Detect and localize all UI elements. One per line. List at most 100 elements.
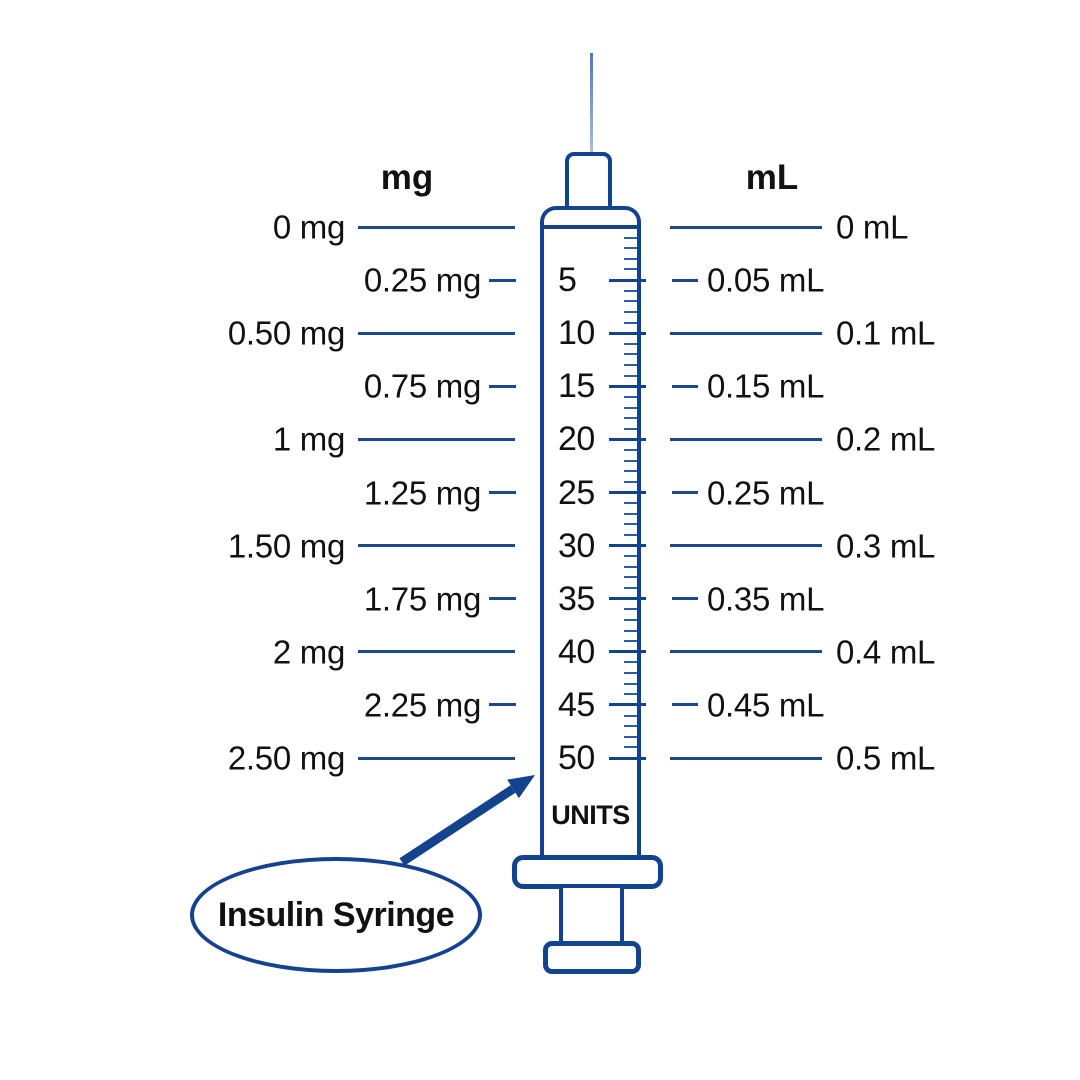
mg-label: 0.75 mg <box>363 367 481 405</box>
mg-label: 2.50 mg <box>227 739 345 777</box>
scale-major-tick <box>609 491 646 494</box>
units-caption: UNITS <box>551 800 630 830</box>
mg-connector-line <box>358 225 515 229</box>
ml-connector-line <box>670 225 822 229</box>
scale-minor-tick <box>624 587 637 590</box>
scale-major-tick <box>609 544 646 548</box>
mg-label: 0 mg <box>272 208 345 246</box>
units-number: 15 <box>558 367 595 406</box>
callout-arrow <box>399 775 535 866</box>
scale-major-tick <box>609 384 646 388</box>
ml-column-header: mL <box>745 158 799 197</box>
scale-minor-tick <box>624 640 637 643</box>
scale-minor-tick <box>624 533 637 536</box>
ml-label: 0.5 mL <box>836 739 936 777</box>
scale-minor-tick <box>624 608 637 611</box>
scale-minor-tick <box>624 364 637 367</box>
ml-label: 0.25 mL <box>707 474 825 511</box>
ml-connector-line <box>670 437 822 441</box>
scale-minor-tick <box>624 406 637 409</box>
mg-connector-line <box>358 331 515 335</box>
scale-minor-tick <box>624 672 637 675</box>
scale-minor-tick <box>624 427 637 430</box>
mg-connector-line <box>358 650 515 654</box>
units-number: 30 <box>558 526 595 565</box>
ml-label: 0.35 mL <box>707 580 825 618</box>
scale-minor-tick <box>624 459 637 462</box>
scale-minor-tick <box>624 353 637 356</box>
callout-ellipse: Insulin Syringe <box>190 857 482 973</box>
units-number: 35 <box>558 579 595 618</box>
scale-minor-tick <box>624 470 637 473</box>
ml-connector-line <box>672 278 698 282</box>
scale-major-tick <box>609 437 646 441</box>
callout-label: Insulin Syringe <box>217 895 455 934</box>
scale-major-tick <box>609 703 646 707</box>
ml-label: 0.3 mL <box>836 527 936 565</box>
syringe-barrel <box>540 206 641 857</box>
units-number: 25 <box>558 473 595 512</box>
scale-major-tick <box>609 597 646 601</box>
scale-minor-tick <box>624 236 637 239</box>
scale-minor-tick <box>624 247 637 250</box>
ml-connector-line <box>670 756 822 760</box>
units-number: 40 <box>558 632 595 671</box>
scale-major-tick <box>609 278 646 282</box>
scale-minor-tick <box>624 629 637 632</box>
scale-minor-tick <box>624 342 637 345</box>
scale-minor-tick <box>624 661 637 664</box>
units-number: 10 <box>558 314 595 353</box>
mg-column-header: mg <box>380 158 434 197</box>
mg-connector-line <box>358 437 515 441</box>
scale-minor-tick <box>624 289 637 292</box>
plunger-thumb-rest <box>543 941 641 974</box>
mg-label: 0.50 mg <box>227 314 345 352</box>
scale-minor-tick <box>624 268 637 271</box>
scale-minor-tick <box>624 725 637 728</box>
needle <box>590 53 593 155</box>
scale-minor-tick <box>624 618 637 621</box>
ml-label: 0.4 mL <box>836 633 936 671</box>
units-number: 45 <box>558 685 595 724</box>
mg-connector-line <box>358 544 515 548</box>
scale-minor-tick <box>624 512 637 515</box>
mg-connector-line <box>489 384 516 388</box>
ml-label: 0 mL <box>836 208 909 246</box>
units-number: 50 <box>558 739 595 777</box>
ml-label: 0.15 mL <box>707 367 825 405</box>
scale-minor-tick <box>624 682 637 685</box>
scale-major-tick <box>609 756 646 760</box>
mg-connector-line <box>489 597 516 601</box>
scale-minor-tick <box>624 576 637 579</box>
mg-label: 2 mg <box>272 633 345 671</box>
scale-minor-tick <box>624 321 637 324</box>
syringe-flange <box>512 855 663 889</box>
mg-label: 1.25 mg <box>363 474 481 511</box>
ml-connector-line <box>670 544 822 548</box>
scale-minor-tick <box>624 310 637 313</box>
ml-label: 0.2 mL <box>836 420 936 458</box>
scale-minor-tick <box>624 449 637 452</box>
mg-label: 1.50 mg <box>227 527 345 565</box>
units-number: 20 <box>558 420 595 459</box>
units-number: 5 <box>558 261 577 300</box>
mg-label: 0.25 mg <box>363 261 481 299</box>
ml-connector-line <box>672 491 698 494</box>
scale-minor-tick <box>624 257 637 260</box>
mg-connector-line <box>489 278 516 282</box>
ml-connector-line <box>670 650 822 654</box>
scale-minor-tick <box>624 555 637 558</box>
plunger-rod <box>559 888 624 944</box>
scale-minor-tick <box>624 735 637 738</box>
ml-connector-line <box>672 384 698 388</box>
scale-minor-tick <box>624 714 637 717</box>
scale-minor-tick <box>624 300 637 303</box>
mg-connector-line <box>358 756 515 760</box>
ml-label: 0.05 mL <box>707 261 825 299</box>
ml-connector-line <box>670 331 822 335</box>
needle-hub <box>565 152 612 212</box>
scale-minor-tick <box>624 502 637 505</box>
scale-minor-tick <box>624 480 637 483</box>
scale-minor-tick <box>624 693 637 696</box>
